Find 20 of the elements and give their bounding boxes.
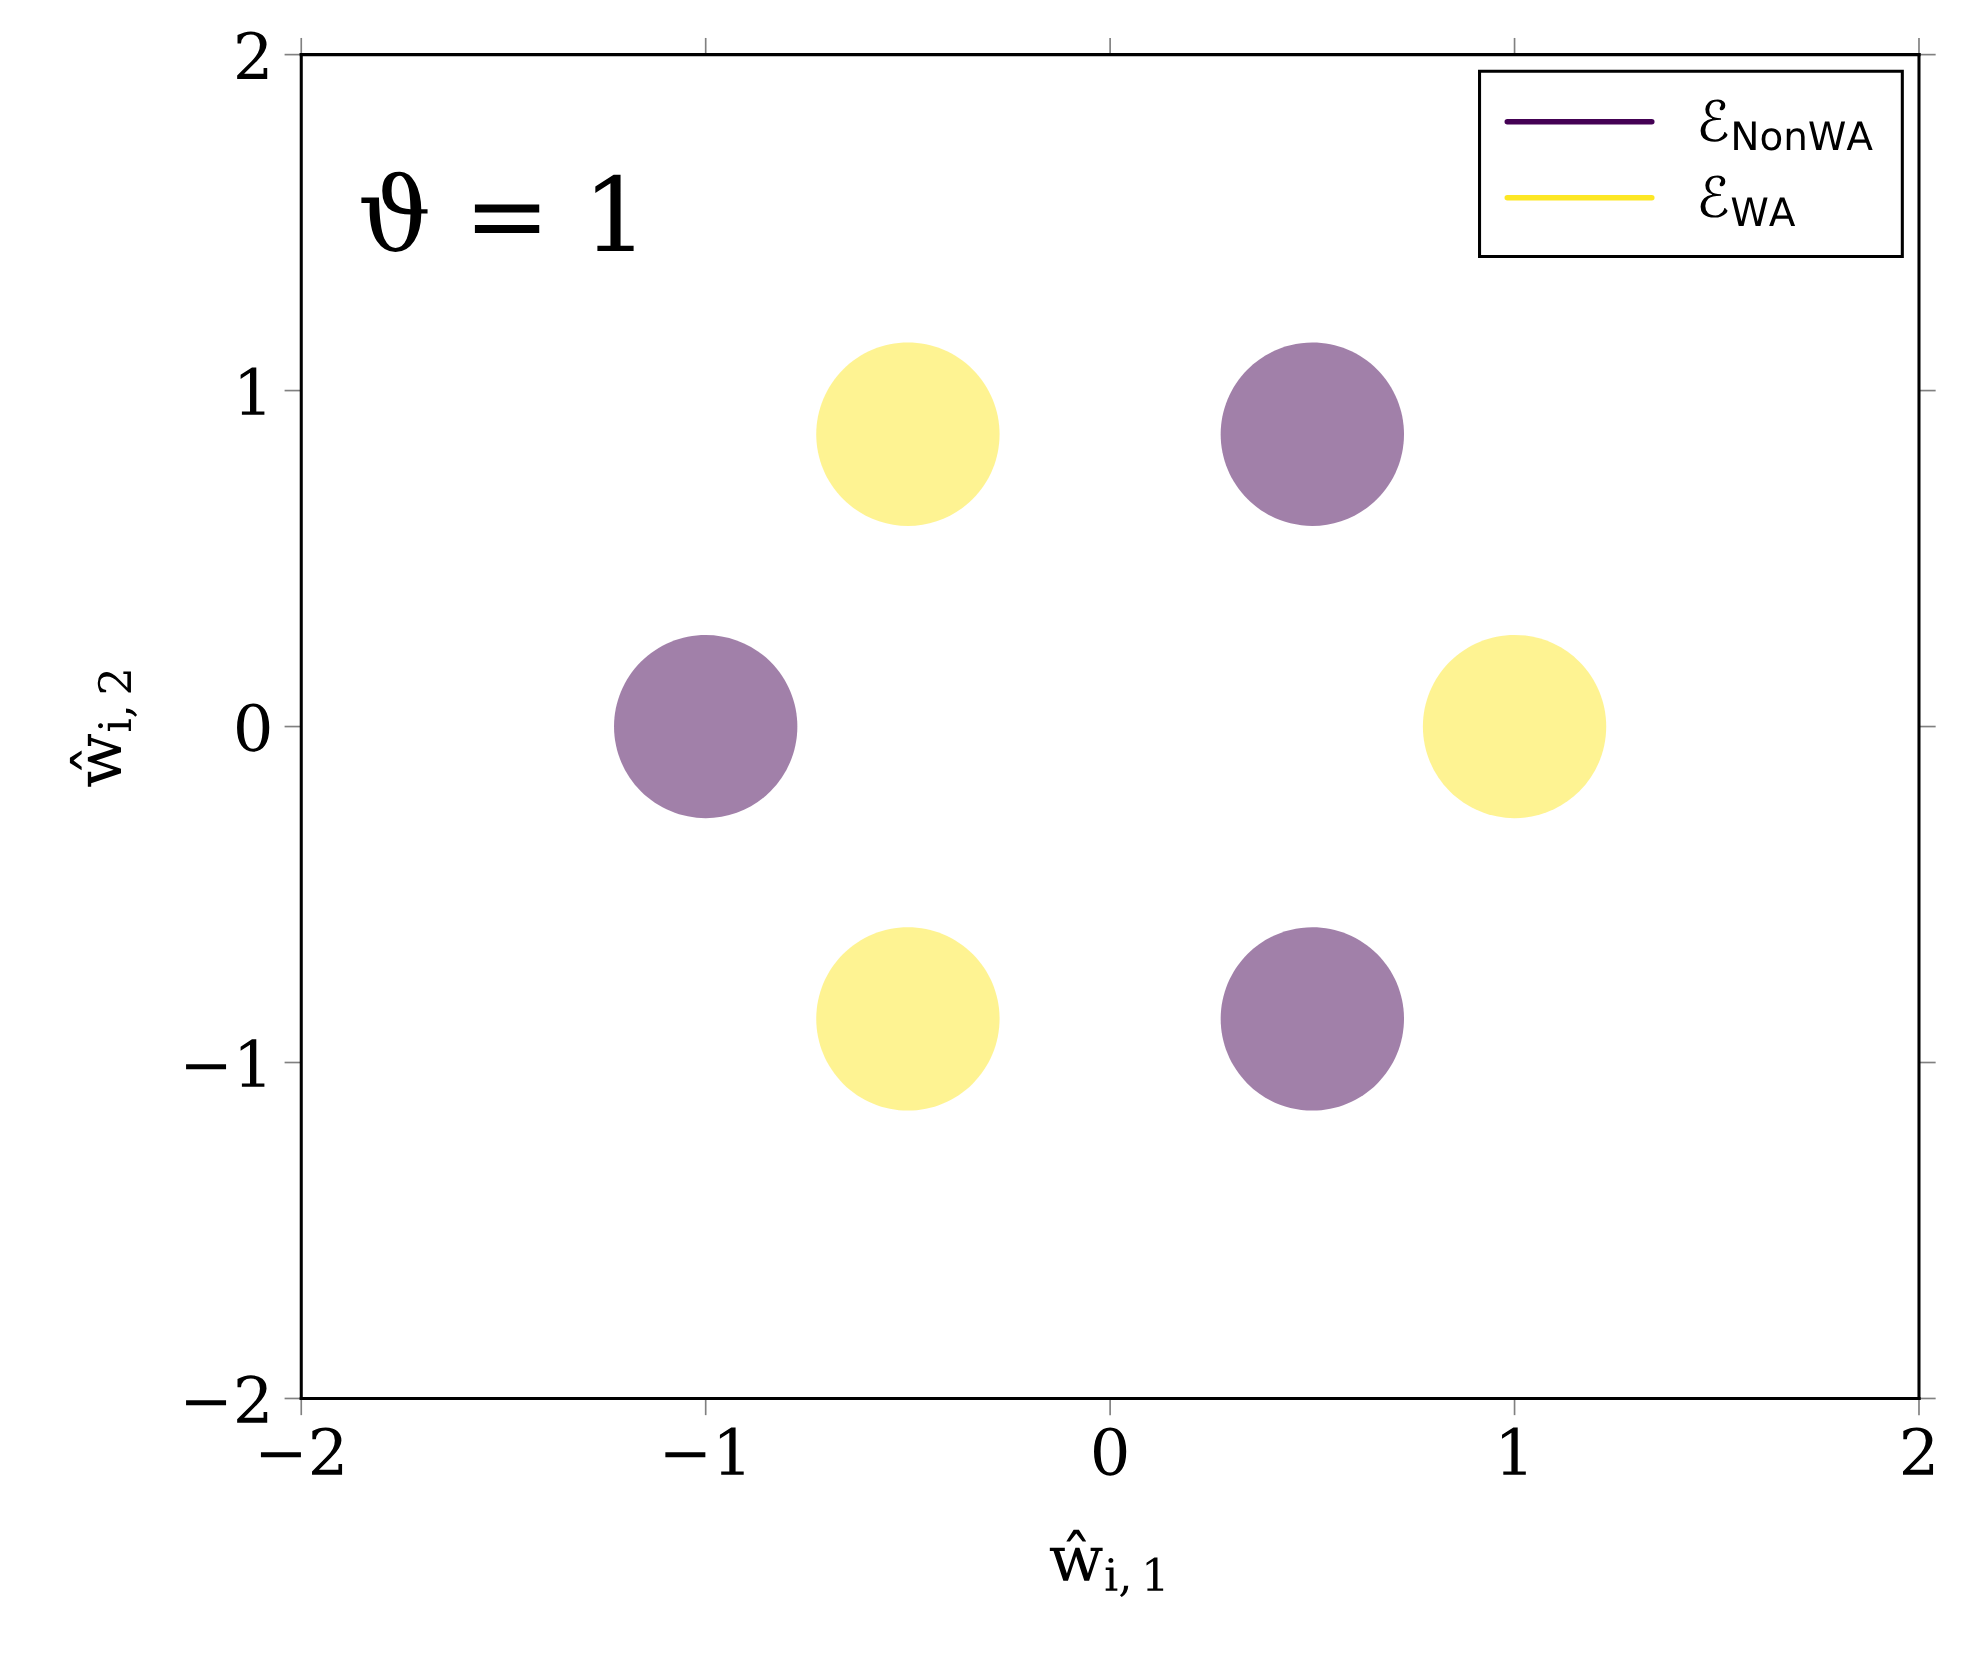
point	[1422, 634, 1607, 819]
x-tick-label: 0	[1094, 1427, 1127, 1476]
y-tick-label: −2	[186, 1375, 268, 1423]
point	[1220, 342, 1405, 526]
x-tick-label: 2	[1903, 1427, 1934, 1475]
legend-label: ℰ$_{NonWA}$	[1700, 99, 1873, 151]
y-tick-label: 2	[237, 31, 268, 79]
annotation: ϑ = 1	[361, 171, 634, 253]
y-tick-label: 1	[240, 367, 265, 415]
point	[614, 634, 798, 819]
x-axis-title: ŵ$_{i,1}$	[1049, 1529, 1164, 1597]
x-tick-label: 1	[1502, 1427, 1526, 1475]
y-tick-label: −1	[186, 1039, 265, 1087]
point	[1220, 927, 1405, 1111]
legend-label: ℰ$_{WA}$	[1700, 175, 1796, 226]
y-tick-label: 0	[237, 703, 270, 752]
point	[816, 342, 1000, 526]
point	[816, 927, 1000, 1111]
y-axis-title: ŵ$_{i,2}$	[69, 671, 138, 787]
x-tick-label: −1	[665, 1427, 744, 1475]
